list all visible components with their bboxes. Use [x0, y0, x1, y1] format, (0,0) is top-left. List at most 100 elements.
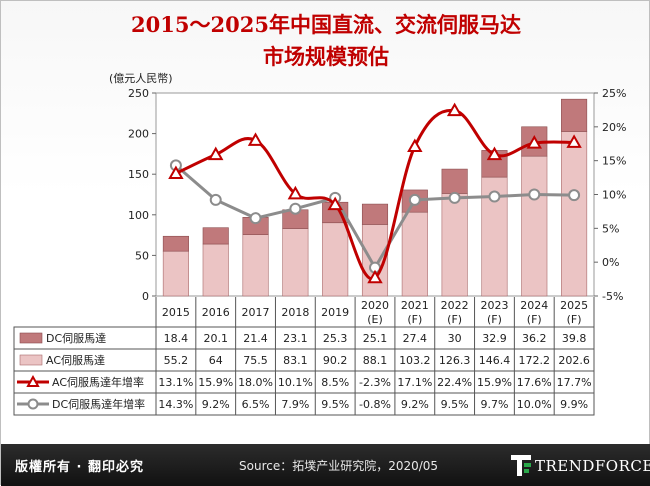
x-axis-tick-label: 2019 [321, 306, 349, 319]
point-ac-growth [208, 146, 224, 161]
y2-axis-tick-label: 0% [602, 256, 619, 269]
point-ac-growth [566, 134, 582, 148]
legend-label: DC伺服馬達年增率 [52, 397, 145, 411]
x-axis-tick-label: 2024 [520, 299, 548, 312]
x-axis-tick-sublabel: (F) [407, 313, 422, 326]
data-label: 20.1 [203, 332, 228, 345]
point-dc-growth [408, 193, 421, 206]
data-label: 18.0% [238, 376, 273, 389]
data-label: 146.4 [479, 354, 511, 367]
data-label: 23.1 [283, 332, 308, 345]
y-axis-tick-label: 250 [128, 87, 149, 100]
data-label: 10.1% [278, 376, 313, 389]
chart-plot: 0 50 100 150 200 250 -5% 0% 5% 10% 15% 20% 25% (億元人民幣… [13, 72, 626, 416]
point-ac-growth [168, 165, 184, 180]
data-label: 75.5 [243, 354, 268, 367]
data-label: 17.7% [557, 376, 592, 389]
data-label: 88.1 [363, 354, 388, 367]
bar-ac [202, 243, 229, 297]
y2-axis-tick-label: 15% [602, 155, 626, 168]
chart-title: 2015～2025年中国直流、交流伺服马达 市场规模预估 [1, 9, 650, 73]
legend-label: AC伺服馬達年增率 [52, 375, 144, 389]
data-label: 9.7% [480, 398, 508, 411]
data-label: 25.1 [363, 332, 388, 345]
point-ac-growth [327, 196, 343, 211]
y2-axis-tick-label: 5% [602, 222, 619, 235]
bar-ac [521, 155, 548, 297]
data-label: 90.2 [323, 354, 348, 367]
point-dc-growth [209, 193, 222, 206]
x-axis-tick-label: 2015 [162, 306, 190, 319]
point-ac-growth [287, 185, 304, 200]
source-note: Source：拓墣产业研究院，2020/05 [239, 459, 439, 473]
bar-ac [441, 193, 468, 297]
y2-axis-tick-label: -5% [602, 290, 623, 303]
trendforce-logo: TRENDFORCE [511, 453, 650, 479]
bar-ac [162, 250, 189, 297]
chart-title-line1: 2015～2025年中国直流、交流伺服马达 [131, 12, 521, 37]
data-label: 9.5% [441, 398, 469, 411]
y-axis-tick-label: 200 [128, 128, 149, 141]
data-label: 9.2% [401, 398, 429, 411]
x-axis-tick-label: 2018 [281, 306, 309, 319]
data-label: 27.4 [403, 332, 428, 345]
data-label: 32.9 [482, 332, 507, 345]
copyright-notice: 版權所有 · 翻印必究 [15, 460, 144, 475]
legend-marker-ac-growth [26, 374, 40, 387]
x-axis-tick-label: 2021 [401, 299, 429, 312]
bar-dc [162, 235, 189, 252]
point-dc-growth [528, 188, 541, 201]
data-label: 9.9% [560, 398, 588, 411]
legend-label: DC伺服馬達 [46, 332, 106, 345]
point-dc-growth [249, 212, 262, 225]
y-axis-tick-label: 150 [128, 168, 149, 181]
data-label: 17.6% [517, 376, 552, 389]
data-label: 25.3 [323, 332, 348, 345]
data-label: 39.8 [562, 332, 587, 345]
data-label: 202.6 [558, 354, 590, 367]
data-label: 9.2% [202, 398, 230, 411]
bar-ac [282, 228, 309, 297]
data-label: 7.9% [281, 398, 309, 411]
point-dc-growth [448, 191, 461, 204]
y-axis-tick-label: 0 [142, 290, 149, 303]
x-axis-tick-sublabel: (F) [567, 313, 582, 326]
data-label: 22.4% [437, 376, 472, 389]
x-axis-tick-sublabel: (E) [367, 313, 383, 326]
bar-dc [441, 168, 468, 194]
data-label: 21.4 [243, 332, 268, 345]
legend-label: AC伺服馬達 [46, 354, 105, 367]
y2-axis-tick-label: 20% [602, 121, 626, 134]
y2-axis-tick-label: 25% [602, 87, 626, 100]
data-label: 64 [209, 354, 223, 367]
legend-swatch-ac [19, 354, 43, 366]
point-dc-growth [289, 202, 302, 215]
data-label: 55.2 [164, 354, 189, 367]
data-label: 30 [448, 332, 462, 345]
bar-dc [361, 203, 389, 225]
legend-swatch-dc [19, 332, 43, 344]
y-axis-tick-label: 50 [135, 249, 149, 262]
data-label: 172.2 [519, 354, 551, 367]
footer-bar: 版權所有 · 翻印必究 Source：拓墣产业研究院，2020/05 TREND… [1, 444, 650, 486]
x-axis-tick-label: 2025 [560, 299, 588, 312]
x-axis-tick-label: 2023 [480, 299, 508, 312]
bar-ac [561, 131, 588, 297]
bar-ac [242, 234, 269, 297]
data-label: 18.4 [164, 332, 189, 345]
point-ac-growth [486, 146, 503, 161]
legend-marker-dc-growth [27, 398, 39, 410]
data-label: -0.8% [359, 398, 391, 411]
data-label: 6.5% [242, 398, 270, 411]
trendforce-logo-text: TRENDFORCE [535, 457, 650, 475]
point-ac-growth [446, 102, 463, 117]
x-axis-tick-label: 2016 [202, 306, 230, 319]
y-axis-label: (億元人民幣) [109, 72, 173, 85]
point-dc-growth [488, 190, 501, 203]
bar-ac [401, 211, 428, 297]
data-label: 8.5% [321, 376, 349, 389]
bar-dc [202, 227, 229, 245]
data-label: 36.2 [522, 332, 547, 345]
point-ac-growth [247, 132, 264, 146]
